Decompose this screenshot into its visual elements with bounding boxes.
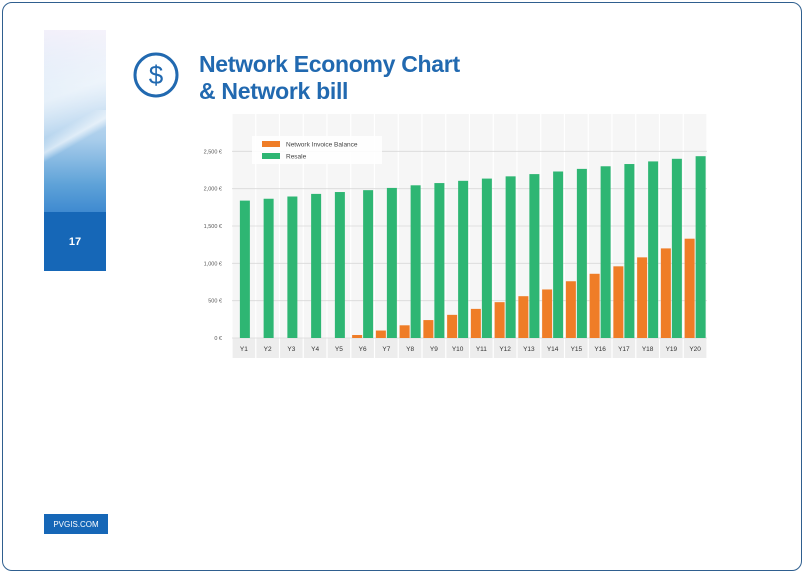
y-tick-label: 2,000 € bbox=[204, 187, 222, 193]
svg-text:$: $ bbox=[149, 60, 164, 90]
y-tick-label: 1,000 € bbox=[204, 261, 222, 267]
x-tick-label: Y9 bbox=[430, 346, 438, 353]
x-tick-label: Y7 bbox=[382, 346, 390, 353]
legend-label: Resale bbox=[286, 154, 307, 161]
x-tick-label: Y15 bbox=[571, 346, 583, 353]
bar-resale bbox=[311, 193, 322, 338]
x-tick-label: Y10 bbox=[452, 346, 464, 353]
page-title: Network Economy Chart & Network bill bbox=[199, 51, 460, 105]
x-tick-label: Y14 bbox=[547, 346, 559, 353]
bar-resale bbox=[263, 198, 274, 338]
bar-resale bbox=[434, 183, 445, 338]
chart-svg: 0 € 500 € 1,000 € 1,500 € 2,000 € 2,500 € Y1 Y2… bbox=[204, 114, 708, 358]
y-tick-label: 2,500 € bbox=[204, 149, 222, 155]
x-tick-label: Y2 bbox=[264, 346, 272, 353]
bar-network-invoice-balance bbox=[399, 325, 410, 338]
x-tick-label: Y18 bbox=[642, 346, 654, 353]
bar-network-invoice-balance bbox=[542, 289, 553, 338]
bar-resale bbox=[410, 185, 421, 338]
bar-resale bbox=[553, 171, 564, 338]
bar-resale bbox=[624, 164, 635, 338]
bar-resale bbox=[287, 196, 298, 338]
bar-resale bbox=[334, 192, 345, 338]
bar-network-invoice-balance bbox=[684, 238, 695, 338]
bar-resale bbox=[386, 187, 397, 338]
x-tick-label: Y8 bbox=[406, 346, 414, 353]
bar-network-invoice-balance bbox=[589, 273, 600, 338]
x-tick-label: Y6 bbox=[359, 346, 367, 353]
y-tick-label: 500 € bbox=[208, 299, 222, 305]
bar-resale bbox=[695, 156, 706, 338]
bar-resale bbox=[481, 178, 492, 338]
bar-chart: 0 € 500 € 1,000 € 1,500 € 2,000 € 2,500 € Y1 Y2… bbox=[196, 110, 716, 367]
bar-network-invoice-balance bbox=[423, 320, 434, 338]
legend-label: Network Invoice Balance bbox=[286, 142, 358, 149]
bar-network-invoice-balance bbox=[565, 281, 576, 338]
legend-swatch bbox=[262, 141, 280, 147]
dollar-circle-icon: $ bbox=[133, 52, 179, 98]
bar-resale bbox=[600, 166, 611, 338]
bar-network-invoice-balance bbox=[660, 248, 671, 338]
x-tick-label: Y5 bbox=[335, 346, 343, 353]
x-tick-label: Y20 bbox=[689, 346, 701, 353]
bar-resale bbox=[458, 180, 469, 338]
y-tick-label: 0 € bbox=[214, 336, 222, 342]
x-tick-label: Y11 bbox=[476, 346, 487, 353]
page-number: 17 bbox=[44, 212, 106, 271]
bar-network-invoice-balance bbox=[447, 314, 458, 338]
bar-network-invoice-balance bbox=[375, 330, 386, 338]
x-tick-label: Y12 bbox=[499, 346, 511, 353]
x-tick-label: Y1 bbox=[240, 346, 248, 353]
x-tick-label: Y4 bbox=[311, 346, 319, 353]
bar-resale bbox=[648, 161, 659, 338]
bar-resale bbox=[363, 190, 374, 338]
legend-box bbox=[252, 136, 382, 164]
x-tick-label: Y13 bbox=[523, 346, 535, 353]
page-title-line-2: & Network bill bbox=[199, 78, 349, 104]
bar-resale bbox=[576, 168, 587, 338]
bar-resale bbox=[671, 158, 682, 338]
x-tick-label: Y16 bbox=[594, 346, 606, 353]
y-tick-label: 1,500 € bbox=[204, 224, 222, 230]
bar-network-invoice-balance bbox=[470, 308, 481, 338]
legend-swatch bbox=[262, 153, 280, 159]
x-tick-label: Y3 bbox=[287, 346, 295, 353]
footer-site-badge[interactable]: PVGIS.COM bbox=[44, 514, 108, 534]
bar-network-invoice-balance bbox=[352, 335, 363, 338]
bar-resale bbox=[239, 200, 250, 338]
x-tick-label: Y19 bbox=[666, 346, 678, 353]
x-tick-label: Y17 bbox=[618, 346, 630, 353]
side-decorative-image bbox=[44, 30, 106, 212]
bar-resale bbox=[505, 176, 516, 338]
page-title-line-1: Network Economy Chart bbox=[199, 51, 460, 77]
bar-network-invoice-balance bbox=[637, 257, 648, 338]
bar-network-invoice-balance bbox=[613, 266, 624, 338]
bar-network-invoice-balance bbox=[494, 302, 505, 338]
bar-resale bbox=[529, 174, 540, 338]
bar-network-invoice-balance bbox=[518, 296, 529, 338]
